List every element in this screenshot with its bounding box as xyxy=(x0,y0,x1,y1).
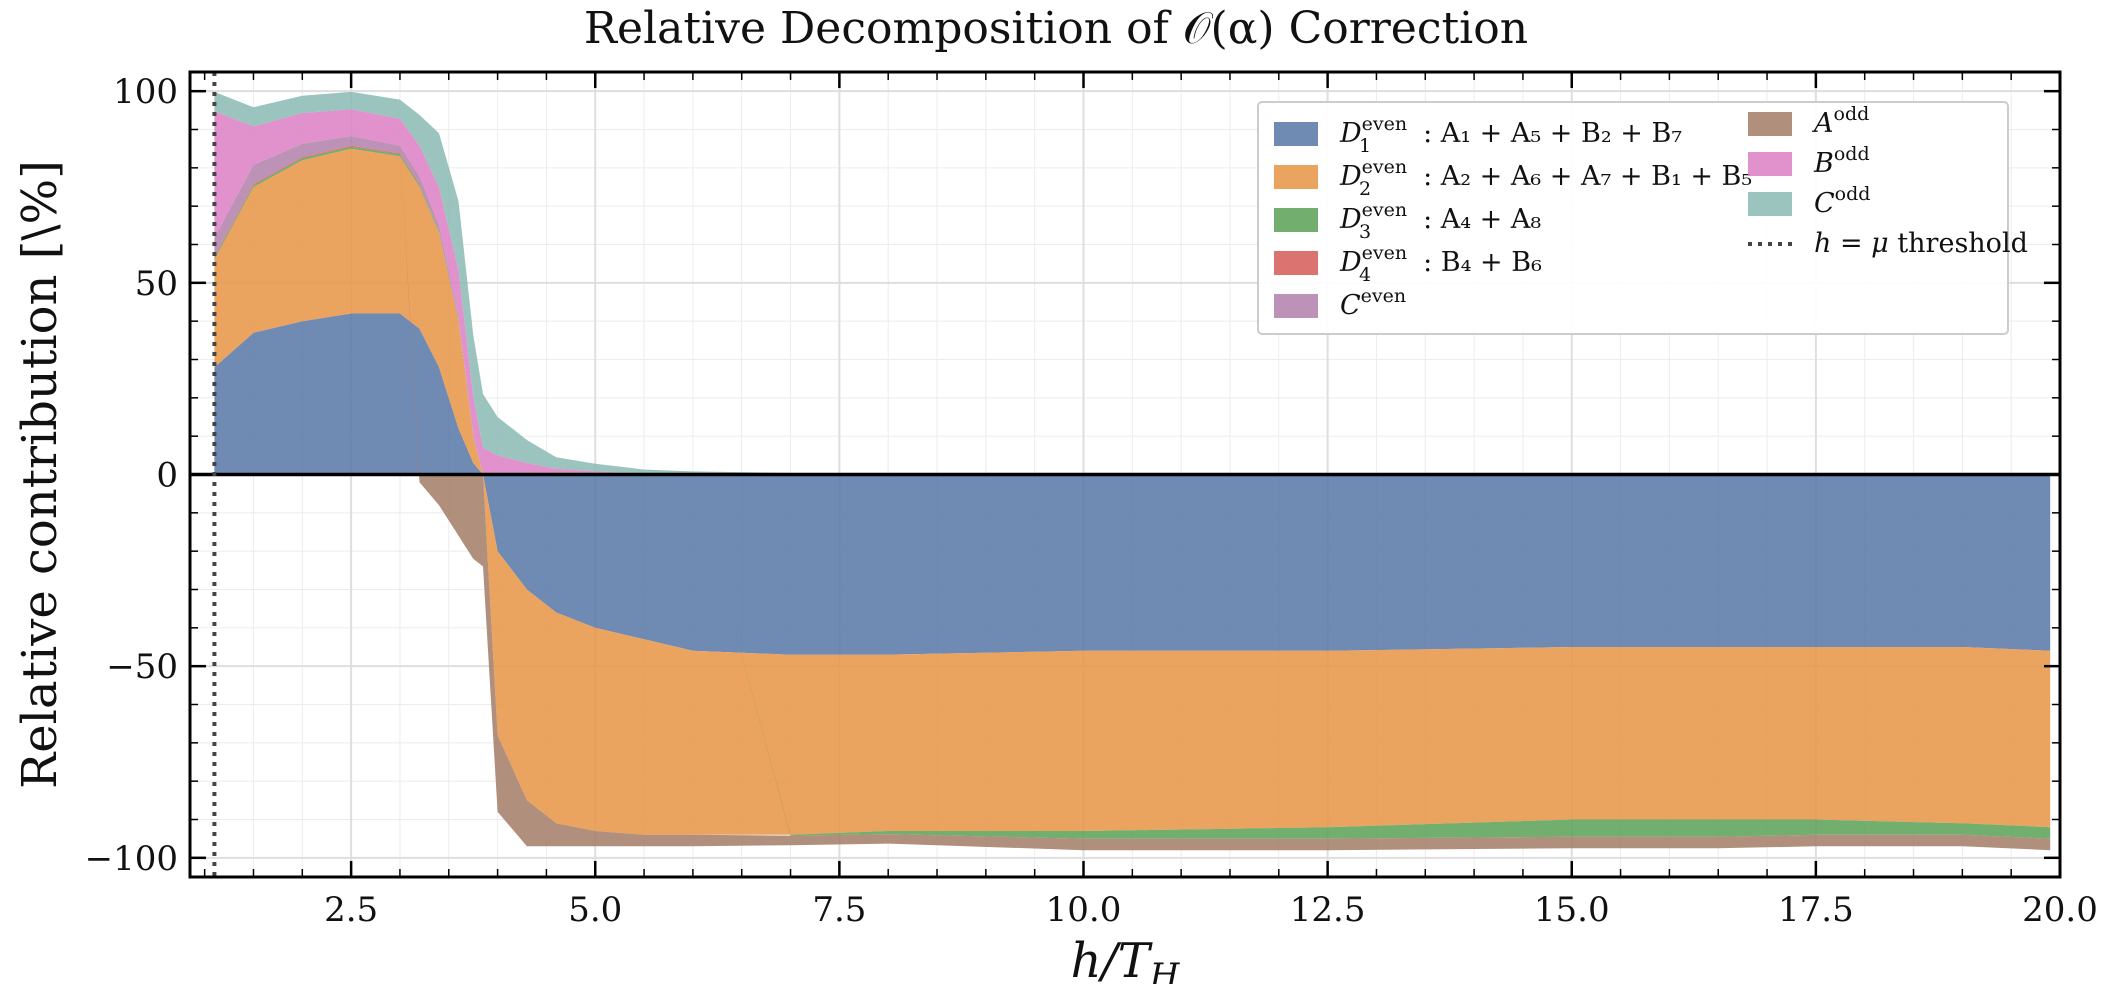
legend-label-D3even: Deven 3: A₄ + A₈ xyxy=(1339,199,1541,243)
legend-label-Bodd: Bodd xyxy=(1813,143,1870,179)
plot-areas xyxy=(214,91,2051,851)
y-tick-label: 50 xyxy=(135,264,178,304)
legend-label-D4even: Deven 4: B₄ + B₆ xyxy=(1339,242,1542,286)
legend-label-Aodd: Aodd xyxy=(1811,103,1869,139)
x-tick-label: 12.5 xyxy=(1290,890,1366,930)
legend-box xyxy=(1257,101,2009,335)
x-axis-label-subscript: H xyxy=(1149,956,1181,984)
y-axis-label: Relative contribution [\%] xyxy=(12,160,68,789)
y-tick-label: 0 xyxy=(156,456,178,496)
legend-label-D1even: Deven 1: A₁ + A₅ + B₂ + B₇ xyxy=(1339,113,1682,157)
legend-swatch-D2even xyxy=(1274,165,1318,189)
chart-title: Relative Decomposition of 𝒪(α) Correctio… xyxy=(584,3,1528,54)
x-tick-label: 17.5 xyxy=(1778,890,1854,930)
axes xyxy=(188,70,2062,879)
legend-label-threshold: h = μ threshold xyxy=(1814,228,2028,259)
x-tick-label: 10.0 xyxy=(1046,890,1122,930)
legend-swatch-D1even xyxy=(1274,122,1318,146)
y-tick-label: 100 xyxy=(113,72,178,112)
x-tick-label: 5.0 xyxy=(568,890,622,930)
area-D1even xyxy=(214,313,2051,655)
x-tick-label: 20.0 xyxy=(2022,890,2098,930)
x-tick-label: 7.5 xyxy=(812,890,866,930)
legend-swatch-D3even xyxy=(1274,208,1318,232)
y-tick-label: −100 xyxy=(85,839,178,879)
legend-label-Ceven: Ceven xyxy=(1340,285,1406,321)
area-D2even xyxy=(214,148,2051,835)
legend-swatch-Aodd xyxy=(1748,112,1792,136)
legend-swatch-Ceven xyxy=(1274,294,1318,318)
legend-label-D2even: Deven 2: A₂ + A₆ + A₇ + B₁ + B₅ xyxy=(1339,156,1752,200)
legend-swatch-Bodd xyxy=(1748,152,1792,176)
legend-swatch-D4even xyxy=(1274,251,1318,275)
x-tick-label: 2.5 xyxy=(324,890,378,930)
x-tick-label: 15.0 xyxy=(1534,890,1610,930)
x-axis-label: h/TH xyxy=(1071,933,1181,984)
legend-label-Codd: Codd xyxy=(1814,183,1870,219)
legend-swatch-Codd xyxy=(1748,192,1792,216)
tick-labels: 2.5 5.0 7.5 10.0 12.5 15.0 17.5 20.0 −100 −50 0 50 1… xyxy=(85,72,2098,930)
y-tick-label: −50 xyxy=(106,647,178,687)
x-axis-label-main: h/T xyxy=(1071,933,1153,984)
